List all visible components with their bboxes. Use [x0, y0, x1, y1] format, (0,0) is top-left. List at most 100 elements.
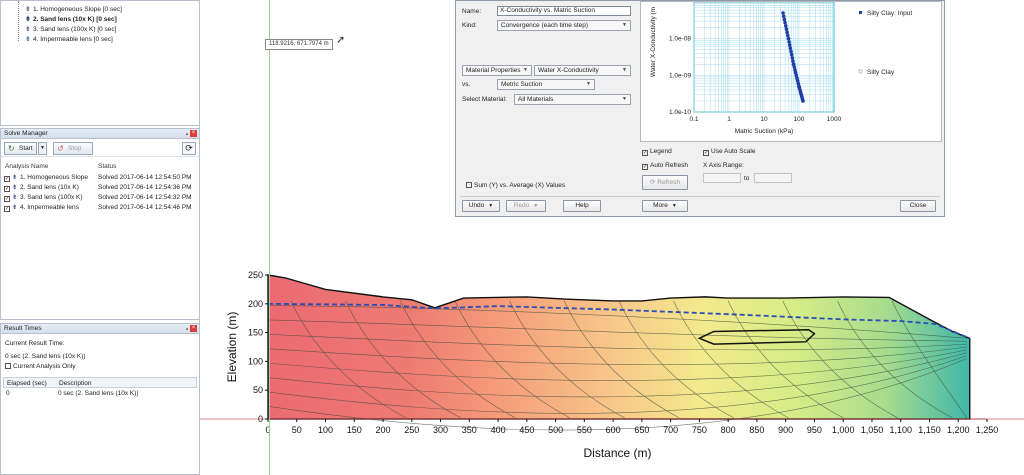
flowline — [267, 355, 967, 414]
start-button[interactable]: ↻ Start — [4, 142, 37, 155]
checkbox[interactable]: ✓ — [4, 176, 10, 182]
name-field[interactable]: X-Conductivity vs. Matric Suction — [497, 6, 631, 16]
checkbox[interactable]: ✓ — [703, 150, 709, 156]
x-tick-label: 1,200 — [947, 425, 970, 435]
tree-item-impermeable[interactable]: ⇟ 4. Impermeable lens [0 sec] — [25, 35, 113, 44]
checkbox[interactable] — [5, 363, 11, 369]
checkbox[interactable]: ✓ — [642, 150, 648, 156]
checkbox[interactable] — [466, 182, 472, 188]
tree-item-sand-lens-10x[interactable]: ⇟ 2. Sand lens (10x K) [0 sec] — [25, 15, 117, 24]
graph-dialog: Name: X-Conductivity vs. Matric Suction … — [455, 0, 945, 217]
x-tick-label: 1,050 — [861, 425, 884, 435]
data-point — [795, 79, 800, 83]
auto-refresh-checkbox[interactable]: ✓ Auto Refresh — [642, 162, 688, 170]
checkbox[interactable]: ✓ — [4, 186, 10, 192]
analysis-icon: ⇟ — [12, 194, 18, 201]
x-tick-label: 400 — [491, 425, 506, 435]
y-parameter-select[interactable]: Water X-Conductivity ▼ — [534, 65, 631, 76]
table-row[interactable]: ✓ ⇟ 4. Impermeable lens Solved 2017-06-14 1… — [4, 203, 192, 212]
y-tick-label: 1.0e-10 — [669, 109, 691, 116]
row-description: 0 sec (2. Sand lens (10x K)) — [58, 390, 139, 397]
equipotential-line — [290, 300, 407, 419]
solve-manager-header: Solve Manager ▪ × — [1, 129, 199, 139]
help-button[interactable]: Help — [563, 200, 601, 212]
equipotential-line — [400, 300, 516, 419]
undo-button[interactable]: Undo ▼ — [462, 200, 500, 212]
x-tick-label: 250 — [404, 425, 419, 435]
current-analysis-only[interactable]: Current Analysis Only — [5, 363, 76, 370]
tree-item-label: 2. Sand lens (10x K) [0 sec] — [33, 16, 117, 23]
x-tick-label: 600 — [606, 425, 621, 435]
grid — [693, 2, 834, 113]
table-row[interactable]: ✓ ⇟ 2. Sand lens (10x K) Solved 2017-06-14 … — [4, 183, 192, 192]
x-axis-max-field[interactable] — [754, 173, 792, 183]
stop-icon: ↺ — [57, 144, 64, 153]
start-dropdown[interactable]: ▼ — [38, 142, 47, 155]
sand-lens — [697, 328, 816, 345]
tree-item-sand-lens-100x[interactable]: ⇟ 3. Sand lens (100x K) [0 sec] — [25, 25, 116, 34]
row-status: Solved 2017-06-14 12:54:32 PM — [98, 194, 192, 201]
flowline — [267, 305, 967, 339]
row-elapsed: 0 — [6, 390, 10, 397]
refresh-button[interactable]: ⟳ Refresh — [642, 175, 688, 190]
pin-icon[interactable]: ▪ — [185, 132, 188, 138]
pin-icon[interactable]: ▪ — [185, 327, 188, 333]
x-tick-label: 100 — [794, 116, 805, 123]
data-point — [791, 62, 796, 67]
table-row[interactable]: ✓ ⇟ 1. Homogeneous Slope Solved 2017-06-14 … — [4, 173, 192, 182]
y-tick-label: 250 — [248, 270, 263, 280]
x-axis-min-field[interactable] — [703, 173, 741, 183]
use-auto-scale-checkbox[interactable]: ✓ Use Auto Scale — [703, 148, 755, 156]
panel-title: Solve Manager — [4, 130, 48, 137]
x-parameter-select[interactable]: Metric Suction ▼ — [497, 79, 595, 90]
analysis-tree: ⇟ 1. Homogeneous Slope [0 sec] ⇟ 2. Sand l… — [0, 0, 200, 126]
data-point — [795, 76, 799, 80]
water-table-line — [267, 302, 971, 340]
conductivity-chart[interactable]: 0.1 1 10 100 1000 1.0e-08 1.0e-09 1.0e-10 Matric… — [641, 1, 941, 141]
col-status: Status — [98, 163, 117, 170]
y-tick-label: 50 — [253, 385, 263, 395]
sum-vs-average-checkbox[interactable]: Sum (Y) vs. Average (X) Values — [466, 182, 565, 189]
close-label: Close — [909, 202, 927, 209]
legend-checkbox[interactable]: ✓ Legend — [642, 148, 672, 156]
data-point — [801, 99, 805, 103]
close-icon[interactable]: × — [190, 325, 197, 332]
stop-button[interactable]: ↺ Stop — [53, 142, 93, 155]
checkbox[interactable]: ✓ — [642, 164, 648, 170]
material-select[interactable]: All Materials ▼ — [514, 94, 631, 105]
y-property-select[interactable]: Material Properties ▼ — [462, 65, 532, 76]
x-tick-label: 350 — [462, 425, 477, 435]
data-point — [784, 27, 789, 31]
redo-button[interactable]: Redo ▼ — [506, 200, 546, 212]
close-icon[interactable]: × — [190, 130, 197, 137]
checkbox[interactable]: ✓ — [4, 206, 10, 212]
chevron-down-icon: ▼ — [488, 203, 494, 209]
row-name: 1. Homogeneous Slope — [20, 174, 88, 181]
data-point — [793, 68, 797, 72]
chevron-down-icon: ▼ — [622, 67, 627, 73]
analysis-icon: ⇟ — [12, 184, 18, 191]
more-button[interactable]: More ▼ — [642, 200, 688, 212]
result-row[interactable]: 0 0 sec (2. Sand lens (10x K)) — [3, 389, 197, 398]
refresh-icon[interactable]: ⟳ — [182, 142, 196, 155]
data-point — [794, 73, 799, 78]
table-row[interactable]: ✓ ⇟ 3. Sand lens (100x K) Solved 2017-06-14… — [4, 193, 192, 202]
close-button[interactable]: Close — [900, 200, 936, 212]
checkbox-label: Sum (Y) vs. Average (X) Values — [474, 182, 566, 189]
x-axis-label: Matric Suction (kPa) — [735, 128, 794, 135]
legend-label-input: Silty Clay: Input — [867, 10, 912, 17]
checkbox[interactable]: ✓ — [4, 196, 10, 202]
flowline — [267, 358, 967, 431]
redo-label: Redo — [513, 202, 530, 209]
tree-item-homogeneous[interactable]: ⇟ 1. Homogeneous Slope [0 sec] — [25, 5, 122, 14]
kind-select[interactable]: Convergence (each time step) ▼ — [497, 20, 631, 31]
analysis-icon: ⇟ — [25, 16, 31, 23]
material-value: All Materials — [518, 96, 554, 103]
result-times-header: Result Times ▪ × — [1, 324, 199, 334]
x-parameter-value: Metric Suction — [501, 81, 543, 88]
result-grid-header: Elapsed (sec) Description — [3, 377, 197, 388]
x-axis-range-label: X Axis Range: — [703, 162, 744, 169]
y-parameter-value: Water X-Conductivity — [538, 67, 599, 74]
flowline — [267, 349, 967, 381]
